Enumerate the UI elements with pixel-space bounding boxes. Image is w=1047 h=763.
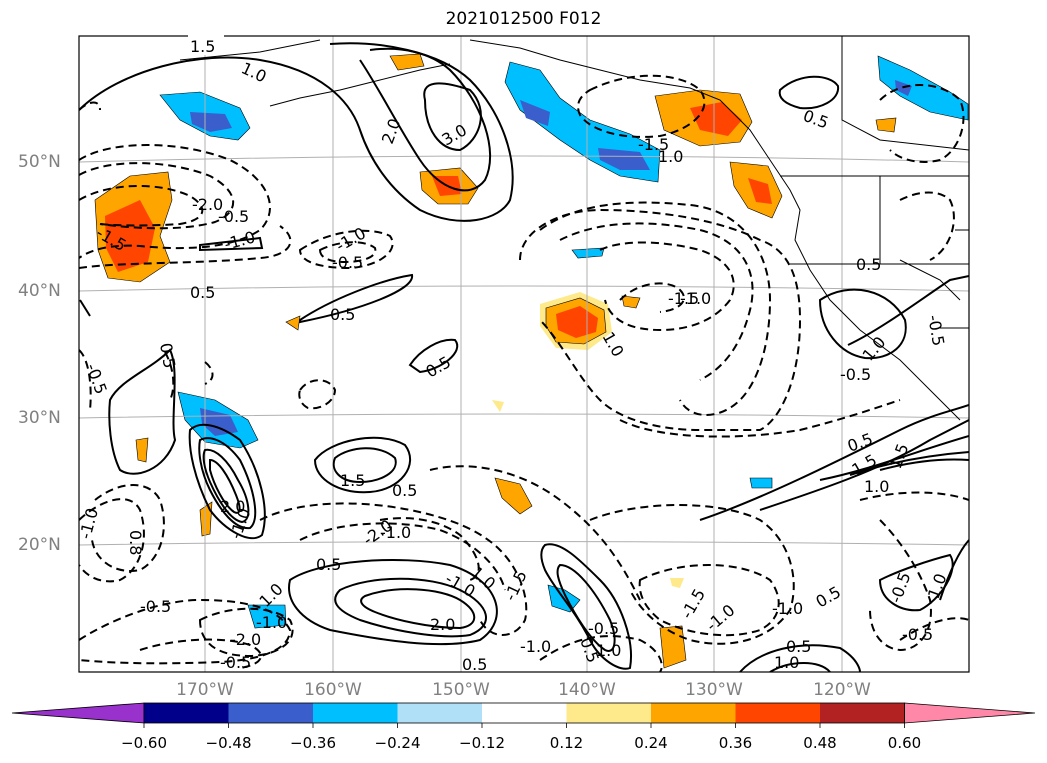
contour-label: -0.5 [924,313,948,347]
lat-label-20n: 20°N [18,535,61,555]
negative-anomaly-area [200,408,238,436]
contour-label: 1.0 [658,147,683,166]
contour-label: 0.5 [786,637,811,656]
positive-contours [79,42,969,672]
negative-anomaly-area [520,100,550,126]
colorbar-tick: −0.60 [121,734,167,752]
contour-label: -0.5 [220,653,251,672]
colorbar-tick: −0.24 [374,734,421,752]
positive-anomaly-area [748,178,772,204]
lon-label-150w: 150°W [432,680,490,700]
colorbar-tick: 0.12 [549,734,584,752]
lon-label-160w: 160°W [304,680,362,700]
contour-label: -2.0 [230,630,261,649]
positive-anomaly-area [199,501,213,537]
negative-anomaly-area [877,55,969,121]
contour-label: -0.5 [588,619,619,638]
lon-label-130w: 130°W [685,680,743,700]
negative-anomaly-area [749,477,773,489]
contour-label: -1.0 [222,227,257,253]
positive-anomaly-area [285,315,301,331]
contour-label: -1.0 [380,523,411,542]
contour-label: -0.5 [902,625,933,644]
contour-label: 0.8 [126,530,145,555]
contour-label: -0.5 [140,597,171,616]
contour-label: -1.0 [702,600,738,635]
coastlines [179,36,969,421]
lon-label-170w: 170°W [176,680,234,700]
plot-frame [78,35,970,673]
colorbar-tick: 0.48 [803,734,837,752]
contour-label: -1.5 [638,135,669,154]
contour-label: -1.0 [333,223,370,255]
contour-label: -1.0 [256,613,287,632]
colorbar-tick: 0.24 [634,734,668,752]
lat-label-50n: 50°N [18,152,61,172]
contour-label: 0.5 [190,283,215,302]
lon-label-140w: 140°W [558,680,616,700]
positive-anomaly-area [875,117,897,133]
contour-label: -0.5 [840,365,871,384]
contour-label: -2.0 [192,195,223,214]
contour-label: 0.5 [392,481,417,500]
colorbar-tick: 0.36 [718,734,753,752]
colorbar-tick: 0.60 [887,734,922,752]
positive-anomaly-area [389,53,425,71]
positive-anomaly-area [492,400,504,412]
contour-label: -0.5 [332,253,363,272]
contour-label: -0.5 [218,207,249,226]
positive-anomaly-area [135,437,149,463]
contour-label: 0.5 [330,305,355,324]
colorbar-tick: −0.48 [205,734,252,752]
contour-label: 1.5 [340,471,365,490]
negative-anomaly-area [190,112,232,132]
contour-label: 0.5 [801,106,831,133]
contour-label: 0.5 [156,341,179,369]
contour-label: -1.5 [500,567,530,603]
shading-layer [94,53,969,669]
negative-anomaly-area [571,247,605,259]
contour-label: 2.0 [378,116,405,146]
contour-label: 1.0 [864,477,889,496]
contour-label: 1.5 [190,37,215,56]
contour-label: -1.5 [677,585,709,622]
contour-label: 1.0 [238,58,269,86]
negative-anomaly-area [598,148,650,170]
contour-label: -1.0 [680,289,711,308]
positive-anomaly-area [670,578,684,588]
negative-contours [79,74,969,672]
lat-label-40n: 40°N [18,281,61,301]
contour-label: 1.0 [596,641,621,660]
contour-label: 2.0 [430,615,455,634]
positive-anomaly-area [621,295,641,309]
contour-label: 2.0 [220,497,245,516]
colorbar-tick: −0.36 [290,734,336,752]
contour-label: -1.0 [520,637,551,656]
contour-label: -1.5 [668,289,699,308]
contour-label: 1.5 [886,441,913,471]
lon-label-120w: 120°W [813,680,871,700]
contour-label: 0.5 [316,555,341,574]
contour-label: -1.0 [772,599,803,618]
positive-anomaly-area [105,200,155,272]
contour-label: 0.5 [576,635,603,665]
map-title: 2021012500 F012 [445,9,602,29]
contour-label: 0.5 [423,352,455,381]
contour-label: 0.5 [856,255,881,274]
colorbar-tick: −0.12 [459,734,505,752]
contour-label: 0.5 [813,582,845,611]
contour-label: 1.0 [924,571,951,601]
contour-label: 0.5 [462,655,487,674]
lat-label-30n: 30°N [18,408,61,428]
contour-label: -0.5 [82,361,111,397]
contour-label: 1.0 [774,653,799,672]
positive-anomaly-area [494,477,533,515]
